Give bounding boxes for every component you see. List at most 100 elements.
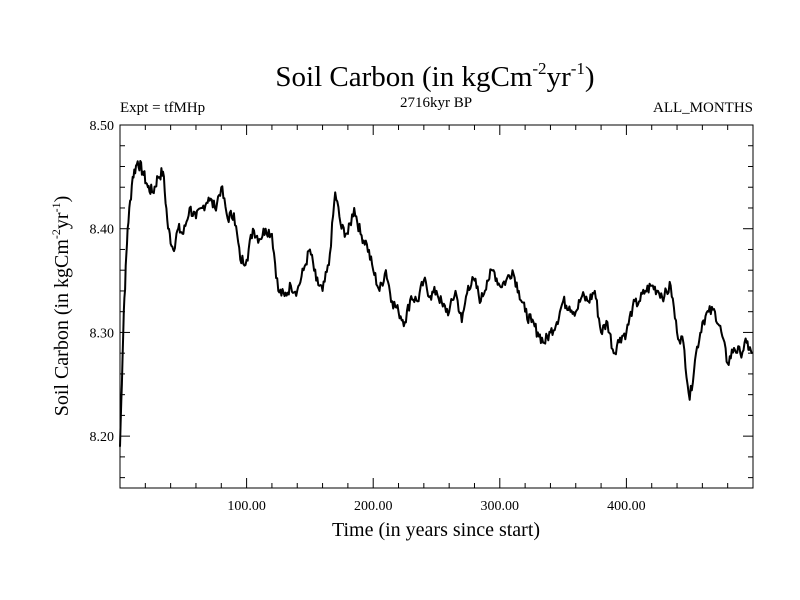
- data-point: [473, 279, 476, 282]
- y-axis-label: Soil Carbon (in kgCm-2yr-1): [49, 196, 73, 417]
- data-point: [657, 290, 659, 292]
- chart-title: Soil Carbon (in kgCm-2yr-1): [275, 59, 594, 93]
- data-point: [372, 269, 375, 272]
- data-point: [606, 321, 609, 323]
- data-point: [511, 269, 514, 272]
- x-tick-label: 300.00: [481, 499, 520, 514]
- subtitle-center: 2716kyr BP: [400, 95, 472, 111]
- data-point: [340, 227, 343, 230]
- data-point: [499, 284, 501, 287]
- data-point: [290, 284, 292, 287]
- data-point: [147, 186, 149, 189]
- data-point: [207, 196, 210, 199]
- data-point: [378, 290, 381, 292]
- data-point: [182, 233, 185, 235]
- data-point: [631, 305, 634, 308]
- x-axis-label: Time (in years since start): [332, 519, 540, 541]
- data-point: [119, 445, 121, 448]
- data-point: [252, 227, 254, 230]
- subtitle-right: ALL_MONTHS: [653, 100, 753, 116]
- data-point: [126, 227, 129, 230]
- data-point: [152, 191, 154, 194]
- data-point: [530, 321, 533, 323]
- data-point: [505, 279, 507, 282]
- x-tick-label: 100.00: [227, 499, 266, 514]
- data-point: [271, 233, 273, 235]
- data-point: [517, 290, 520, 292]
- subtitle-left: Expt = tfMHp: [120, 100, 205, 116]
- data-point: [226, 217, 229, 220]
- data-point: [726, 362, 729, 365]
- data-point: [334, 191, 337, 194]
- data-point: [701, 321, 704, 323]
- data-point: [442, 305, 444, 308]
- x-tick-label: 400.00: [607, 499, 646, 514]
- data-point: [220, 186, 223, 189]
- data-point: [676, 331, 678, 334]
- data-point: [141, 170, 144, 173]
- data-point: [258, 238, 261, 240]
- data-point: [574, 310, 577, 313]
- data-point: [467, 284, 469, 287]
- y-tick-label: 8.30: [90, 326, 115, 341]
- data-points: [119, 160, 753, 448]
- data-point: [157, 176, 159, 178]
- y-axis-label-main: Soil Carbon (in kgCm: [51, 239, 73, 417]
- data-point: [302, 269, 305, 272]
- series-line: [119, 160, 753, 447]
- data-point: [296, 290, 299, 292]
- data-point: [214, 207, 216, 209]
- y-tick-label: 8.40: [90, 223, 115, 238]
- data-point: [669, 284, 672, 287]
- data-point: [353, 207, 356, 209]
- data-point: [486, 279, 488, 282]
- data-point: [619, 336, 621, 339]
- data-point: [404, 321, 406, 323]
- data-point: [315, 279, 318, 282]
- data-point: [688, 399, 691, 401]
- data-point: [644, 290, 647, 292]
- y-tick-label: 8.50: [90, 119, 115, 134]
- data-point: [277, 290, 280, 292]
- data-point: [549, 331, 552, 334]
- data-point: [568, 305, 571, 308]
- data-point: [593, 290, 596, 292]
- data-point: [264, 227, 267, 230]
- y-tick-label: 8.20: [90, 430, 115, 445]
- data-point: [162, 170, 164, 173]
- y-tick-labels: 8.20 8.30 8.40 8.50: [90, 119, 115, 445]
- y-axis-label-close: ): [51, 196, 73, 203]
- data-point: [625, 331, 628, 334]
- data-point: [714, 310, 716, 313]
- data-point: [188, 207, 191, 209]
- data-point: [600, 331, 602, 334]
- data-point: [682, 342, 685, 344]
- data-point: [177, 227, 180, 230]
- minor-ticks: [120, 125, 753, 488]
- data-point: [663, 295, 666, 297]
- data-point: [480, 300, 482, 303]
- data-point: [720, 331, 723, 334]
- data-point: [283, 295, 286, 297]
- y-axis-label-mid: yr: [51, 212, 73, 229]
- data-point: [454, 290, 457, 292]
- data-point: [587, 300, 590, 303]
- data-point: [239, 259, 242, 261]
- data-point: [543, 342, 545, 344]
- data-point: [492, 269, 495, 272]
- chart-title-main: Soil Carbon (in kgCm: [275, 61, 532, 93]
- data-point: [555, 321, 558, 323]
- data-point: [328, 264, 330, 266]
- data-point: [122, 310, 125, 313]
- data-point: [562, 300, 564, 303]
- data-point: [448, 310, 450, 313]
- y-axis-label-exp2: -1: [49, 202, 63, 212]
- data-point: [321, 290, 324, 292]
- data-point: [435, 290, 438, 292]
- data-point: [536, 331, 539, 334]
- plot-frame: [119, 124, 754, 489]
- data-point: [172, 248, 174, 251]
- data-point: [707, 310, 710, 313]
- data-point: [385, 269, 387, 272]
